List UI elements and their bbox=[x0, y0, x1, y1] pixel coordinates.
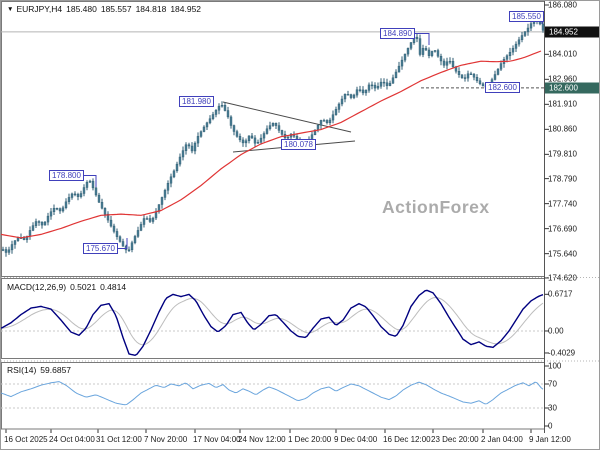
price-annotation: 182.600 bbox=[485, 82, 520, 93]
price-axis-tick-label: 182.960 bbox=[548, 74, 577, 84]
rsi-axis-tick-label: 70 bbox=[548, 379, 557, 389]
time-axis-label: 24 Nov 12:00 bbox=[238, 435, 286, 444]
time-axis-label: 17 Nov 04:00 bbox=[193, 435, 241, 444]
symbol-header: ▼ EURJPY,H4 185.480 185.557 184.818 184.952 bbox=[7, 4, 205, 14]
rsi-panel-title: RSI(14) 59.6857 bbox=[7, 365, 75, 375]
time-axis-label: 16 Oct 2025 bbox=[4, 435, 48, 444]
time-axis-label: 9 Dec 04:00 bbox=[334, 435, 378, 444]
macd-signal-line bbox=[1, 296, 544, 346]
rsi-axis-tick-label: 0 bbox=[548, 421, 553, 431]
price-annotation: 178.800 bbox=[49, 170, 84, 181]
price-annotation: 175.670 bbox=[83, 243, 118, 254]
time-axis-label: 23 Dec 20:00 bbox=[431, 435, 479, 444]
price-annotation: 181.980 bbox=[179, 96, 214, 107]
rsi-value: 59.6857 bbox=[40, 365, 72, 375]
macd-label: MACD(12,26,9) bbox=[7, 282, 67, 292]
annotation-connector bbox=[415, 33, 430, 45]
price-annotation: 184.890 bbox=[380, 28, 415, 39]
price-axis-tick-label: 174.620 bbox=[548, 273, 577, 283]
price-axis-tick-label: 180.860 bbox=[548, 124, 577, 134]
macd-value-2: 0.4814 bbox=[100, 282, 127, 292]
annotation-connector bbox=[84, 175, 97, 187]
price-axis-tick-label: 186.080 bbox=[548, 0, 577, 10]
price-annotation: 185.550 bbox=[509, 11, 544, 22]
time-axis-label: 9 Jan 12:00 bbox=[529, 435, 571, 444]
price-axis-badge: 182.600 bbox=[545, 82, 599, 94]
rsi-label: RSI(14) bbox=[7, 365, 37, 375]
macd-axis-tick-label: 0.6717 bbox=[548, 289, 573, 299]
ohlc-open: 185.480 bbox=[66, 4, 97, 14]
price-axis-tick-label: 177.740 bbox=[548, 199, 577, 209]
ohlc-close: 184.952 bbox=[170, 4, 202, 14]
ohlc-low: 184.818 bbox=[135, 4, 167, 14]
rsi-line bbox=[1, 381, 544, 406]
macd-value-1: 0.5021 bbox=[70, 282, 97, 292]
price-axis-tick-label: 178.790 bbox=[548, 174, 577, 184]
symbol-label: EURJPY,H4 bbox=[16, 4, 63, 14]
rsi-axis-tick-label: 100 bbox=[548, 361, 562, 371]
ma-line bbox=[1, 50, 542, 239]
price-axis-tick-label: 184.010 bbox=[548, 49, 577, 59]
time-axis-label: 7 Nov 20:00 bbox=[144, 435, 188, 444]
price-axis-tick-label: 179.810 bbox=[548, 149, 577, 159]
rsi-axis-tick-label: 30 bbox=[548, 403, 557, 413]
price-annotation: 180.078 bbox=[281, 139, 316, 150]
time-axis-label: 24 Oct 04:00 bbox=[49, 435, 95, 444]
macd-axis-tick-label: -0.4029 bbox=[548, 348, 576, 358]
time-axis-label: 31 Oct 12:00 bbox=[96, 435, 142, 444]
price-axis-tick-label: 181.910 bbox=[548, 99, 577, 109]
time-axis-label: 16 Dec 12:00 bbox=[383, 435, 431, 444]
annotation-connector bbox=[118, 238, 128, 249]
price-axis-badge: 184.952 bbox=[545, 26, 599, 38]
macd-axis-tick-label: 0.00 bbox=[548, 326, 564, 336]
trend-line bbox=[222, 101, 352, 133]
macd-line bbox=[1, 289, 544, 357]
time-axis-label: 2 Jan 04:00 bbox=[481, 435, 523, 444]
time-axis-label: 1 Dec 20:00 bbox=[288, 435, 332, 444]
macd-panel-title: MACD(12,26,9) 0.5021 0.4814 bbox=[7, 282, 130, 292]
price-axis-tick-label: 175.640 bbox=[548, 249, 577, 259]
collapse-indicator-icon[interactable]: ▼ bbox=[7, 6, 14, 13]
price-axis-tick-label: 176.690 bbox=[548, 224, 577, 234]
ohlc-high: 185.557 bbox=[100, 4, 132, 14]
actionforex-watermark: ActionForex bbox=[382, 197, 490, 217]
